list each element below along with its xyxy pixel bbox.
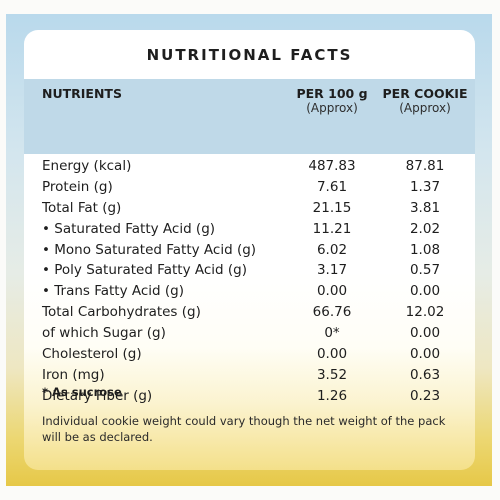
- nutrient-name: Dietary Fiber (g): [42, 387, 153, 404]
- nutrient-name: Energy (kcal): [42, 158, 132, 174]
- per100-value: 66.76: [312, 304, 352, 321]
- percookie-value: 0.00: [409, 283, 441, 300]
- table-row: of which Sugar (g) 0* 0.00: [24, 325, 475, 346]
- nutrient-name: • Mono Saturated Fatty Acid (g): [42, 241, 257, 258]
- per100-value: 1.26: [316, 387, 348, 404]
- table-row: Total Fat (g) 21.15 3.81: [24, 200, 475, 221]
- table-row: Protein (g) 7.61 1.37: [24, 179, 475, 200]
- panel-title: NUTRITIONAL FACTS: [146, 46, 353, 64]
- percookie-value: 1.08: [409, 241, 441, 258]
- table-row: Dietary Fiber (g) 1.26 0.23: [24, 388, 475, 409]
- percookie-value: 12.02: [405, 304, 445, 321]
- percookie-value: 1.37: [409, 178, 441, 195]
- table-row: • Mono Saturated Fatty Acid (g) 6.02 1.0…: [24, 242, 475, 263]
- per100-value: 487.83: [308, 158, 356, 174]
- per100-value: 0.00: [316, 346, 348, 363]
- per100-value: 3.17: [316, 262, 348, 279]
- table-row: • Trans Fatty Acid (g) 0.00 0.00: [24, 283, 475, 304]
- percookie-value: 0.63: [409, 366, 441, 383]
- percookie-value: 0.57: [409, 262, 441, 279]
- nutrient-name: Total Fat (g): [42, 199, 122, 216]
- sucrose-footnote: * As sucrose: [42, 385, 122, 399]
- per100-value: 11.21: [312, 220, 352, 237]
- percookie-value: 2.02: [409, 220, 441, 237]
- per100-label: PER 100 g: [296, 86, 368, 101]
- per100-value: 0.00: [316, 283, 348, 300]
- percookie-value: 3.81: [409, 199, 441, 216]
- nutrient-name: • Poly Saturated Fatty Acid (g): [42, 262, 247, 279]
- table-header: NUTRIENTS PER 100 g (Approx) PER COOKIE …: [24, 79, 475, 154]
- nutrient-name: Total Carbohydrates (g): [42, 304, 201, 321]
- per100-approx: (Approx): [306, 101, 358, 115]
- table-row: Iron (mg) 3.52 0.63: [24, 367, 475, 388]
- percookie-value: 87.81: [405, 158, 445, 174]
- percookie-value: 0.00: [409, 325, 441, 342]
- per100-value: 3.52: [316, 366, 348, 383]
- nutrient-rows: Energy (kcal) 487.83 87.81 Protein (g) 7…: [24, 158, 475, 409]
- nutrients-column-header: NUTRIENTS: [42, 86, 122, 101]
- percookie-value: 0.00: [409, 346, 441, 363]
- per100-value: 6.02: [316, 241, 348, 258]
- table-row: • Saturated Fatty Acid (g) 11.21 2.02: [24, 221, 475, 242]
- nutrient-name: of which Sugar (g): [42, 325, 166, 342]
- percookie-column-header: PER COOKIE (Approx): [379, 86, 471, 115]
- nutrient-name: Protein (g): [42, 178, 113, 195]
- table-row: Total Carbohydrates (g) 66.76 12.02: [24, 304, 475, 325]
- weight-disclaimer: Individual cookie weight could vary thou…: [42, 414, 446, 444]
- nutrient-name: Cholesterol (g): [42, 346, 142, 363]
- nutrition-panel: NUTRITIONAL FACTS NUTRIENTS PER 100 g (A…: [24, 30, 475, 470]
- nutrient-name: • Trans Fatty Acid (g): [42, 283, 185, 300]
- table-row: Energy (kcal) 487.83 87.81: [24, 158, 475, 179]
- nutrient-name: Iron (mg): [42, 366, 105, 383]
- per100-column-header: PER 100 g (Approx): [286, 86, 378, 115]
- per100-value: 7.61: [316, 178, 348, 195]
- table-row: Cholesterol (g) 0.00 0.00: [24, 346, 475, 367]
- nutrient-name: • Saturated Fatty Acid (g): [42, 220, 216, 237]
- per100-value: 21.15: [312, 199, 352, 216]
- per100-value: 0*: [324, 325, 340, 342]
- percookie-label: PER COOKIE: [382, 86, 468, 101]
- percookie-approx: (Approx): [399, 101, 451, 115]
- percookie-value: 0.23: [409, 387, 441, 404]
- table-row: • Poly Saturated Fatty Acid (g) 3.17 0.5…: [24, 262, 475, 283]
